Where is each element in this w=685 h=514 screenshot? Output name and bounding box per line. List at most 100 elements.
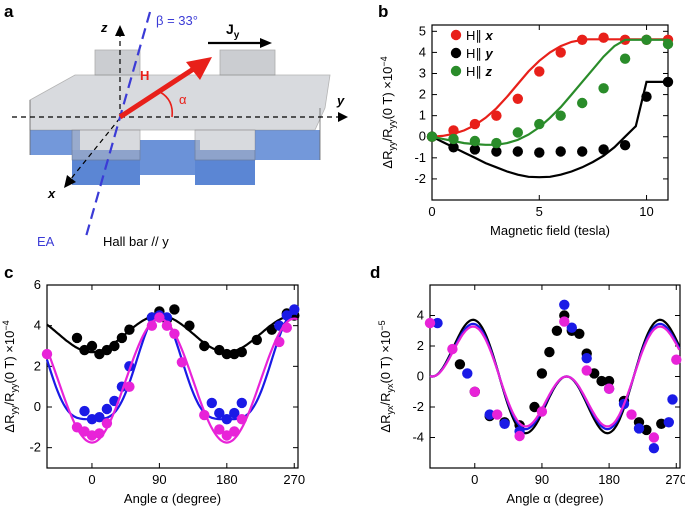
data-point — [512, 146, 523, 157]
y-axis-title: ΔRyx/Ryx(0 T) ×10−5 — [377, 320, 395, 432]
data-point — [667, 394, 678, 405]
legend-label-text: H∥ — [466, 64, 486, 79]
y-tick-label: 2 — [34, 358, 41, 373]
y-axis-title-part: yy — [387, 141, 397, 151]
data-point — [469, 386, 480, 397]
y-axis-title-part: yx — [385, 405, 395, 415]
data-point — [574, 328, 585, 339]
current-arrow-head — [260, 38, 272, 48]
arm-bottom-right — [194, 129, 256, 161]
data-point — [534, 147, 545, 158]
y-tick-label: -1 — [414, 150, 426, 165]
y-axis-title-part: ΔR — [378, 415, 393, 433]
legend-marker — [450, 47, 462, 59]
y-tick-label: -2 — [412, 399, 424, 414]
data-point — [555, 47, 566, 58]
y-axis-title-part: yy — [9, 383, 19, 393]
field-label: H — [140, 68, 149, 83]
data-point — [169, 304, 180, 315]
legend-label: H∥ y — [466, 46, 494, 61]
legend-marker — [450, 29, 462, 41]
x-tick-label: 0 — [88, 472, 95, 487]
data-point — [544, 346, 555, 358]
data-point — [662, 76, 674, 88]
data-point — [41, 348, 53, 360]
arm-top-left — [94, 49, 141, 76]
legend-label-text: H∥ — [466, 28, 486, 43]
x-tick-label: 10 — [639, 204, 653, 219]
data-point — [109, 340, 120, 352]
data-point — [448, 125, 459, 136]
y-axis-title-part: /R — [378, 393, 393, 406]
data-point — [94, 412, 105, 423]
data-point — [101, 403, 113, 415]
x-tick-label: 180 — [216, 472, 238, 487]
data-point — [491, 110, 502, 121]
field-arrow-head — [186, 57, 212, 80]
data-point — [447, 343, 458, 355]
data-point — [648, 443, 660, 454]
ea-label: EA — [37, 234, 55, 249]
y-axis-title-part: /R — [380, 129, 395, 142]
alpha-label: α — [179, 92, 187, 107]
data-point — [577, 34, 588, 45]
y-axis-title-part: yx — [385, 383, 395, 393]
y-axis-title-part: −4 — [379, 56, 389, 66]
y-axis-title-part: ΔR — [380, 151, 395, 169]
plot-frame — [46, 284, 299, 469]
data-point — [86, 340, 98, 352]
data-point — [229, 426, 240, 437]
legend-axis-letter: x — [485, 28, 494, 43]
data-point — [251, 334, 262, 346]
data-point — [581, 365, 592, 376]
data-point — [71, 332, 83, 344]
legend-axis-letter: z — [485, 64, 493, 79]
data-point — [236, 397, 247, 409]
y-axis-title: ΔRyy/Ryy(0 T) ×10−4 — [379, 56, 397, 168]
x-tick-label: 0 — [471, 472, 478, 487]
data-point — [633, 423, 645, 434]
x-tick-label: 270 — [665, 472, 685, 487]
x-tick-label: 180 — [598, 472, 620, 487]
y-tick-label: 0 — [34, 399, 41, 414]
y-axis-title-part: −5 — [377, 320, 387, 330]
data-point — [199, 409, 210, 421]
y-tick-label: -2 — [29, 440, 41, 455]
panel-label-d: d — [370, 263, 380, 282]
y-tick-label: 2 — [417, 338, 424, 353]
data-point — [598, 83, 609, 94]
legend-label: H∥ x — [466, 28, 494, 43]
data-point — [424, 317, 436, 329]
y-axis-title-part: (0 T) ×10 — [378, 331, 393, 384]
data-point — [529, 401, 540, 413]
panel-label-c: c — [4, 263, 13, 282]
data-point — [512, 93, 523, 105]
x-axis-line — [69, 117, 121, 181]
data-point — [514, 430, 525, 442]
data-point — [596, 375, 607, 387]
y-axis-title-part: (0 T) ×10 — [380, 67, 395, 120]
y-tick-label: 4 — [417, 308, 424, 323]
data-point — [146, 320, 158, 331]
legend-label-text: H∥ — [466, 46, 486, 61]
alpha-arc — [159, 91, 174, 118]
data-point — [221, 414, 232, 425]
y-axis-title-part: −4 — [1, 320, 11, 330]
data-point — [626, 409, 637, 420]
data-point — [603, 383, 615, 394]
data-point — [492, 409, 503, 420]
x-tick-label: 0 — [428, 204, 435, 219]
data-point — [648, 432, 660, 443]
data-point — [555, 110, 566, 121]
data-point — [426, 131, 438, 142]
data-point — [214, 424, 225, 435]
data-point — [124, 381, 135, 392]
data-point — [454, 359, 466, 370]
data-point — [462, 368, 473, 379]
data-point — [671, 354, 682, 365]
y-tick-label: 0 — [419, 129, 426, 144]
z-axis-arrowhead — [115, 25, 125, 36]
data-point — [124, 324, 135, 335]
y-axis-title-part: ΔR — [2, 415, 17, 433]
